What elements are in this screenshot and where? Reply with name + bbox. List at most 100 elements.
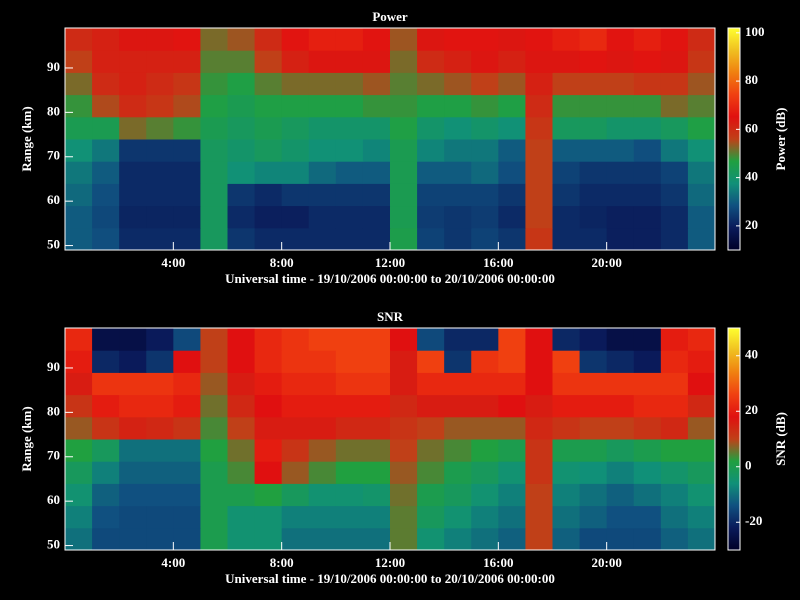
heatmap-cell	[525, 372, 553, 396]
heatmap-cell	[281, 161, 310, 184]
heatmap-cell	[200, 416, 228, 440]
heatmap-cell	[498, 483, 526, 507]
heatmap-cell	[146, 394, 174, 418]
heatmap-cell	[390, 28, 418, 51]
heatmap-cell	[417, 350, 445, 373]
heatmap-cell	[687, 394, 716, 418]
heatmap-cell	[687, 328, 716, 351]
heatmap-cell	[687, 116, 716, 140]
heatmap-cell	[633, 72, 662, 96]
heatmap-cell	[552, 183, 581, 207]
heatmap-cell	[65, 205, 93, 229]
heatmap-cell	[498, 94, 526, 118]
heatmap-cell	[525, 161, 553, 184]
heatmap-cell	[606, 505, 635, 529]
heatmap-cell	[146, 94, 174, 118]
heatmap-cell	[471, 505, 499, 529]
heatmap-cell	[552, 505, 581, 529]
heatmap-cell	[552, 139, 581, 162]
heatmap-cell	[281, 116, 310, 140]
heatmap-cell	[498, 183, 526, 207]
heatmap-cell	[417, 461, 445, 484]
heatmap-cell	[498, 116, 526, 140]
heatmap-cell	[687, 227, 716, 251]
heatmap-cell	[687, 527, 716, 551]
heatmap-cell	[417, 372, 445, 396]
y-axis-label: Range (km)	[19, 106, 34, 171]
heatmap-cell	[65, 372, 93, 396]
heatmap-cell	[92, 50, 120, 73]
heatmap-cell	[281, 505, 310, 529]
heatmap-cell	[146, 116, 174, 140]
heatmap-cell	[417, 205, 445, 229]
heatmap-cell	[579, 439, 608, 462]
heatmap-cell	[146, 72, 174, 96]
heatmap-cell	[444, 461, 472, 484]
heatmap-cell	[308, 183, 337, 207]
heatmap-cell	[227, 161, 256, 184]
heatmap-cell	[417, 183, 445, 207]
x-tick-label: 16:00	[483, 555, 513, 570]
heatmap-cell	[471, 483, 499, 507]
heatmap-cell	[146, 416, 174, 440]
heatmap-cell	[200, 139, 228, 162]
x-tick-label: 4:00	[161, 555, 185, 570]
y-tick-label: 70	[47, 148, 60, 163]
heatmap-cell	[498, 439, 526, 462]
heatmap-cell	[65, 439, 93, 462]
heatmap-cell	[92, 394, 120, 418]
heatmap-cell	[525, 116, 553, 140]
heatmap-cell	[92, 461, 120, 484]
heatmap-cell	[525, 439, 553, 462]
y-tick-label: 90	[47, 359, 60, 374]
heatmap-cell	[227, 394, 256, 418]
heatmap-cell	[660, 461, 689, 484]
heatmap-cell	[308, 328, 337, 351]
heatmap-cell	[308, 205, 337, 229]
heatmap-cell	[254, 439, 283, 462]
heatmap-cell	[471, 94, 499, 118]
heatmap-cell	[525, 527, 553, 551]
heatmap-cell	[552, 161, 581, 184]
x-tick-label: 16:00	[483, 255, 513, 270]
heatmap-cell	[417, 139, 445, 162]
heatmap-cell	[660, 139, 689, 162]
heatmap-cell	[308, 350, 337, 373]
heatmap-cell	[227, 116, 256, 140]
heatmap-cell	[417, 227, 445, 251]
colorbar-tick-label: 40	[745, 169, 758, 184]
colorbar-label: Power (dB)	[773, 108, 788, 171]
heatmap-cell	[227, 416, 256, 440]
heatmap-cell	[335, 72, 364, 96]
heatmap-cell	[606, 50, 635, 73]
heatmap-cell	[660, 183, 689, 207]
heatmap-cell	[119, 205, 147, 229]
heatmap-cell	[335, 461, 364, 484]
heatmap-cell	[687, 72, 716, 96]
heatmap-cell	[227, 461, 256, 484]
heatmap-cell	[200, 350, 228, 373]
heatmap-cell	[119, 139, 147, 162]
heatmap-cell	[606, 483, 635, 507]
heatmap-cell	[92, 183, 120, 207]
heatmap-cell	[633, 527, 662, 551]
heatmap-cell	[65, 416, 93, 440]
heatmap-cell	[525, 94, 553, 118]
heatmap-cell	[281, 483, 310, 507]
heatmap-cell	[525, 139, 553, 162]
heatmap-cell	[606, 372, 635, 396]
heatmap-cell	[281, 50, 310, 73]
heatmap-cell	[525, 183, 553, 207]
heatmap-cell	[308, 416, 337, 440]
heatmap-cell	[498, 72, 526, 96]
chart-title: SNR	[377, 309, 404, 324]
heatmap-cell	[146, 505, 174, 529]
heatmap-cell	[579, 227, 608, 251]
heatmap-cell	[606, 183, 635, 207]
heatmap-cell	[471, 227, 499, 251]
heatmap-cell	[65, 394, 93, 418]
heatmap-cell	[92, 416, 120, 440]
heatmap-cell	[227, 139, 256, 162]
heatmap-cell	[308, 439, 337, 462]
